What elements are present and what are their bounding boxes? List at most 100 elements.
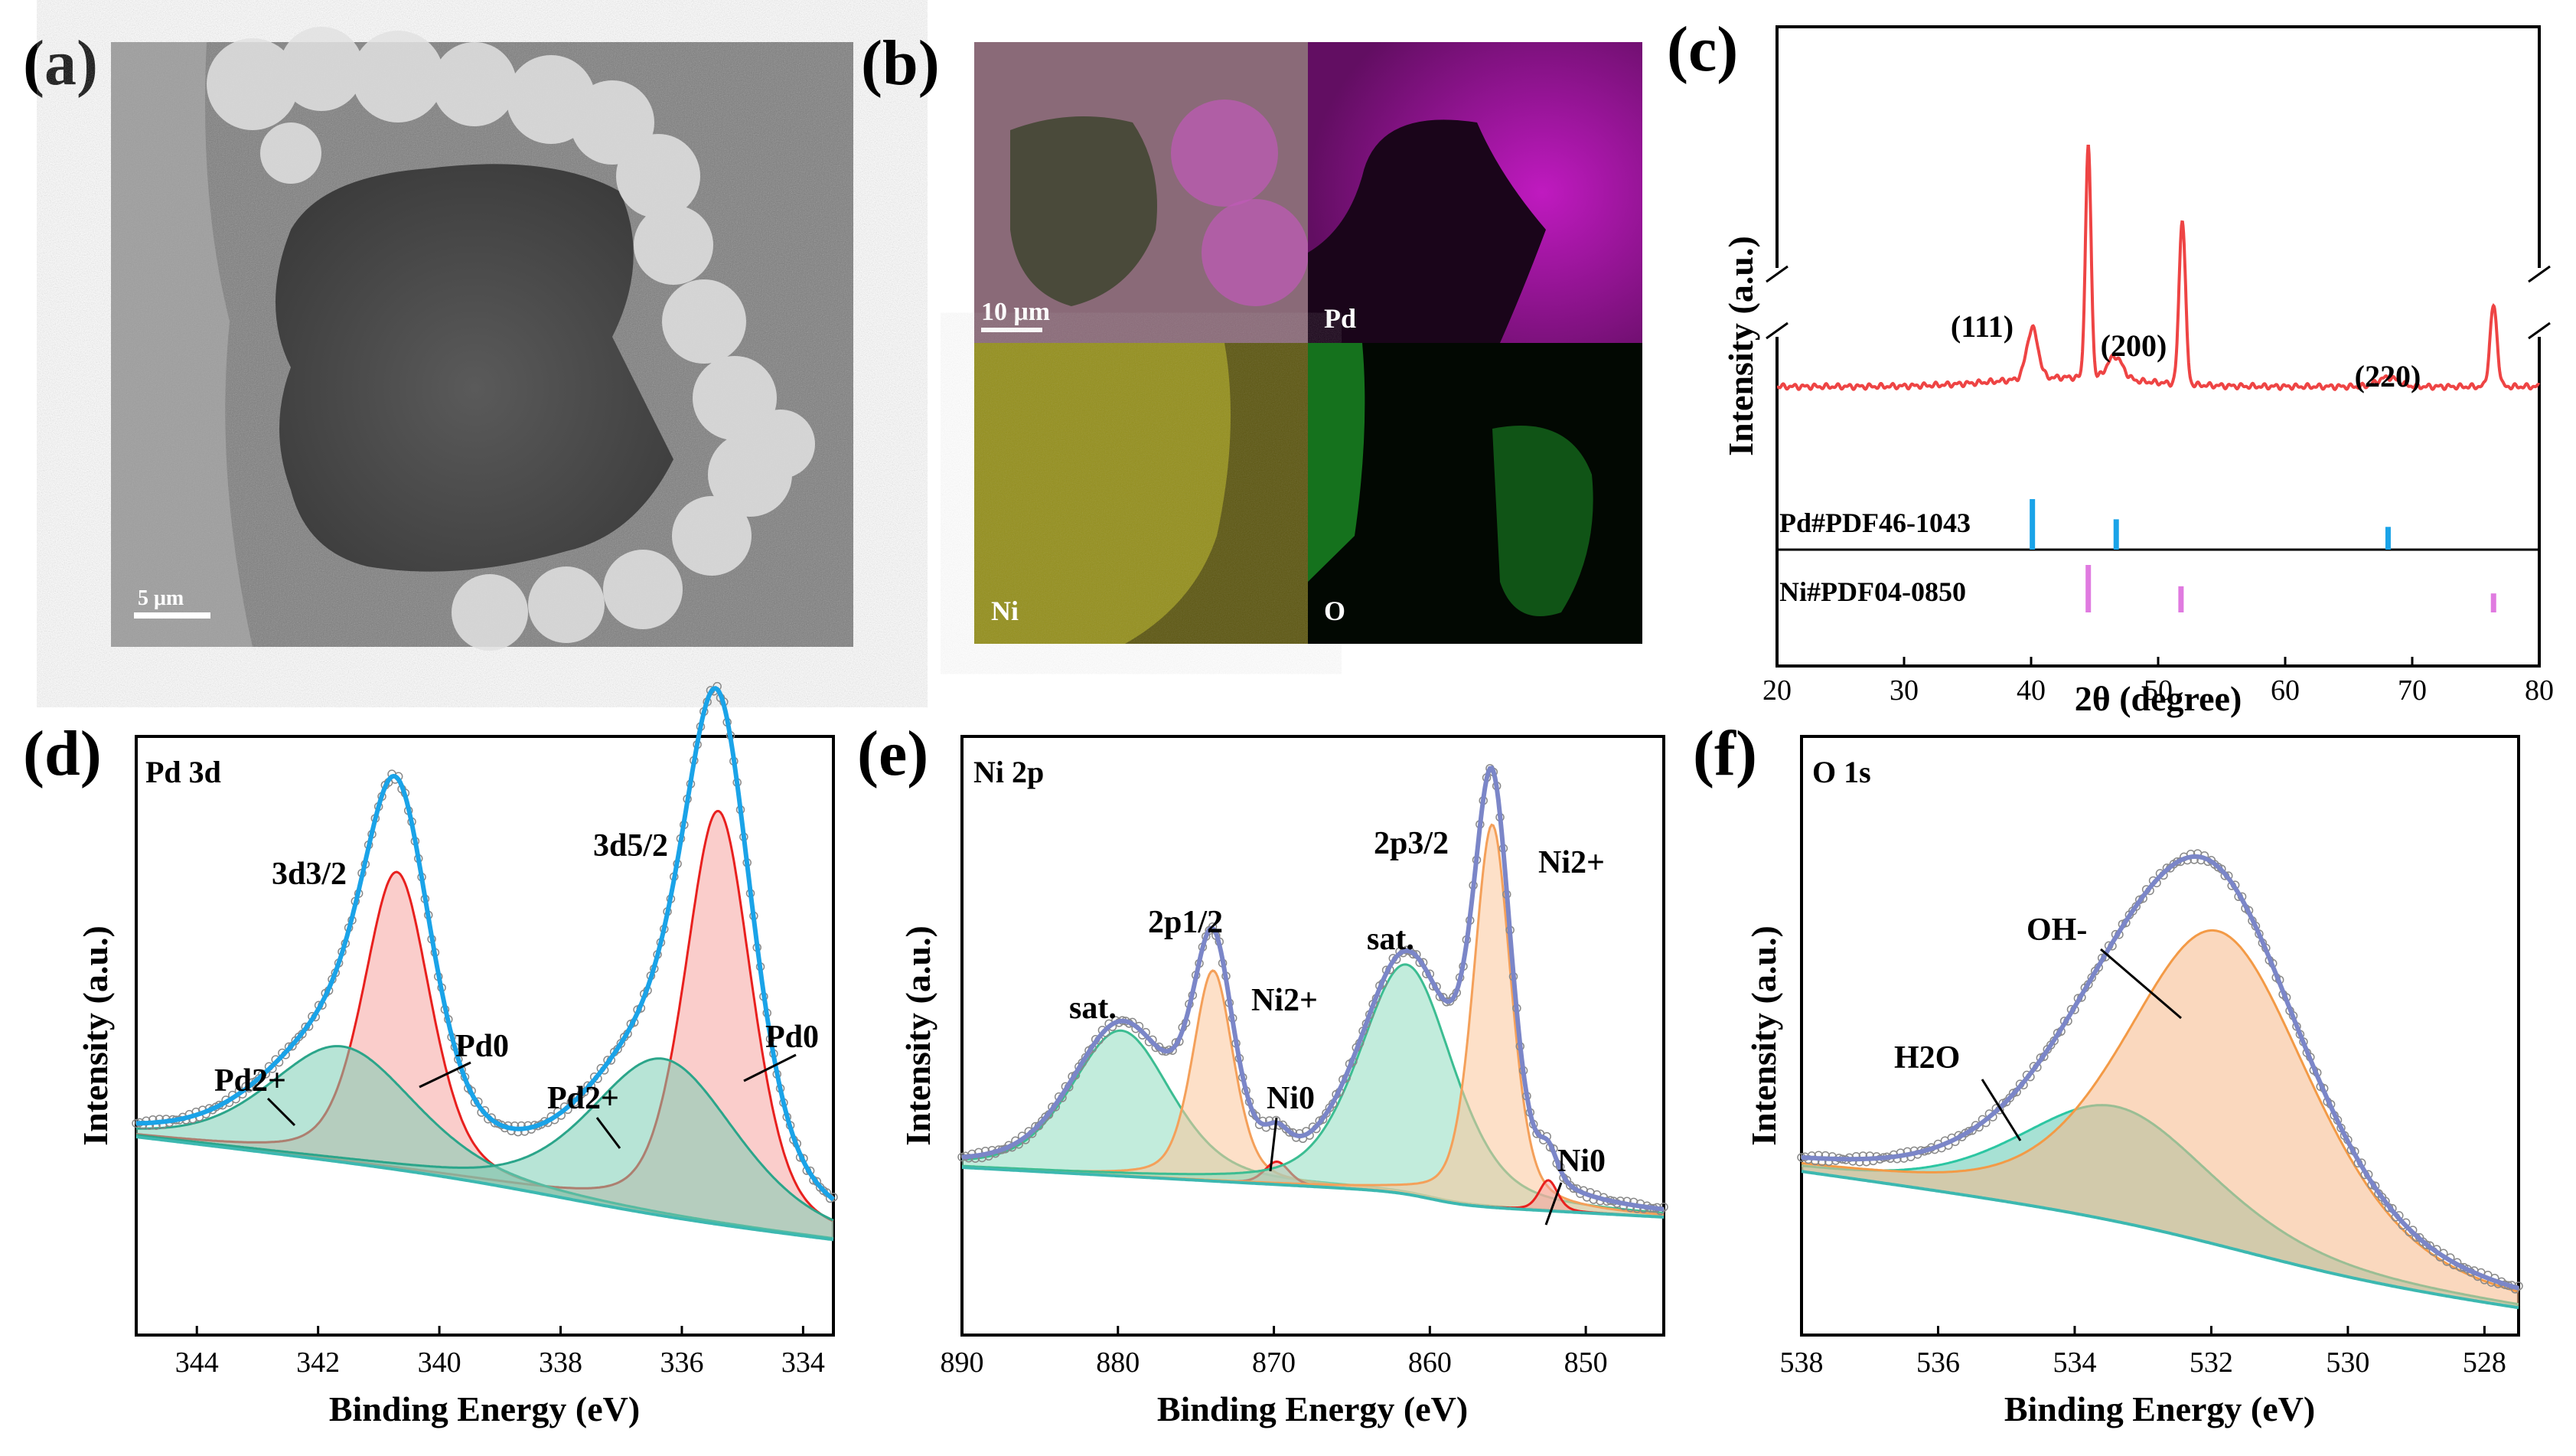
sem-image: 5 μm xyxy=(111,27,853,651)
x-tick-label: 532 xyxy=(2190,1347,2233,1379)
x-tick-label: 538 xyxy=(1780,1347,1824,1379)
annotation-3d32: 3d3/2 xyxy=(272,857,347,892)
x-tick-label: 530 xyxy=(2326,1347,2369,1379)
scale-bar-label-a: 5 μm xyxy=(138,586,184,610)
x-tick-label: 860 xyxy=(1408,1347,1452,1379)
background-line xyxy=(135,1135,834,1242)
component-fill xyxy=(136,1058,833,1240)
xrd-y-axis-label: Intensity (a.u.) xyxy=(1721,236,1760,456)
o1s-x-axis-label: Binding Energy (eV) xyxy=(2004,1389,2315,1428)
eds-ni-map: Ni xyxy=(974,343,1308,644)
panel-d: (d) Pd 3d 344 342 340 338 336 334 Binding Ene… xyxy=(23,681,838,1428)
x-tick-label: 80 xyxy=(2525,674,2554,707)
scale-bar-label-b: 10 μm xyxy=(981,298,1050,326)
annotation-2p12: 2p1/2 xyxy=(1148,905,1223,940)
x-tick-label: 870 xyxy=(1252,1347,1296,1379)
x-tick-label: 536 xyxy=(1916,1347,1960,1379)
sem-dark-region xyxy=(276,164,673,572)
reference-label-ni: Ni#PDF04-0850 xyxy=(1779,576,1966,607)
eds-o-map: O xyxy=(1308,343,1642,644)
xrd-pattern-line xyxy=(1776,145,2541,392)
annotation-oh: OH- xyxy=(2027,912,2087,948)
ni2p-annotations: sat. 2p1/2 Ni2+ Ni0 sat. 2p3/2 Ni2+ Ni0 xyxy=(1069,826,1606,1179)
eds-label-pd: Pd xyxy=(1324,303,1356,334)
scale-bar-b xyxy=(981,328,1042,332)
component-fill xyxy=(962,824,1664,1217)
annotation-ni0-2: Ni0 xyxy=(1557,1144,1606,1179)
eds-pd-map: Pd xyxy=(1308,42,1642,343)
background-line xyxy=(1801,1170,2519,1310)
annotation-3d52: 3d5/2 xyxy=(593,828,668,863)
annotation-ni2-1: Ni2+ xyxy=(1251,983,1318,1018)
panel-label-d: (d) xyxy=(23,718,102,789)
component-fill xyxy=(136,1046,833,1240)
envelope-line xyxy=(1801,854,2519,1291)
sem-dendrites xyxy=(207,27,815,651)
x-tick-label: 528 xyxy=(2463,1347,2506,1379)
annotation-sat-2: sat. xyxy=(1367,922,1414,957)
ni2p-spectrum xyxy=(957,764,1668,1219)
ni2p-x-axis-label: Binding Energy (eV) xyxy=(1157,1389,1468,1428)
o1s-spectrum xyxy=(1797,849,2523,1310)
x-tick-label: 890 xyxy=(941,1347,984,1379)
panel-label-c: (c) xyxy=(1667,14,1738,85)
peak-label-200: (200) xyxy=(2101,328,2167,363)
annotation-pd2-1: Pd2+ xyxy=(214,1063,286,1099)
o1s-y-axis-label: Intensity (a.u.) xyxy=(1744,926,1783,1146)
eds-label-ni: Ni xyxy=(991,596,1019,626)
x-tick-label: 40 xyxy=(2017,674,2046,707)
ni2p-plot-frame xyxy=(960,735,1665,1337)
o1s-plot-frame xyxy=(1800,735,2520,1337)
component-fill xyxy=(1802,930,2519,1308)
ni2p-arrows xyxy=(1269,1117,1563,1226)
panel-label-e: (e) xyxy=(857,718,928,789)
x-tick-label: 338 xyxy=(539,1347,582,1379)
pd3d-annotations: 3d3/2 3d5/2 Pd0 Pd0 Pd2+ Pd2+ xyxy=(214,828,819,1116)
x-tick-label: 50 xyxy=(2144,674,2173,707)
panel-label-a: (a) xyxy=(23,28,98,99)
scale-bar-a xyxy=(134,612,210,619)
envelope-line xyxy=(961,766,1665,1212)
x-tick-label: 334 xyxy=(781,1347,825,1379)
panel-b: (b) 10 μm Pd Ni O xyxy=(861,28,1642,644)
envelope-line xyxy=(135,686,835,1202)
xrd-reference-sticks xyxy=(2030,499,2496,612)
o1s-annotations: OH- H2O xyxy=(1894,912,2087,1076)
o1s-arrows xyxy=(1981,948,2182,1141)
panel-label-f: (f) xyxy=(1693,718,1757,789)
x-tick-label: 344 xyxy=(175,1347,219,1379)
panel-label-b: (b) xyxy=(861,28,940,99)
eds-overlay-map: 10 μm xyxy=(974,42,1309,343)
annotation-pd0-1: Pd0 xyxy=(455,1029,509,1064)
x-tick-label: 340 xyxy=(418,1347,461,1379)
x-tick-label: 30 xyxy=(1890,674,1919,707)
annotation-pd0-2: Pd0 xyxy=(765,1020,819,1055)
xrd-x-axis-label: 2θ (degree) xyxy=(2075,679,2242,718)
pd3d-spectrum xyxy=(132,681,838,1242)
pd3d-arrows xyxy=(266,1053,797,1149)
xrd-x-ticks: 20 30 40 50 60 70 80 xyxy=(1762,657,2554,707)
background-line xyxy=(961,1166,1665,1219)
panel-c: (c) Pd#PDF46-1043 Ni#PDF04-0850 (111) (2… xyxy=(1667,14,2554,718)
x-tick-label: 336 xyxy=(660,1347,703,1379)
eds-label-o: O xyxy=(1324,596,1345,626)
panel-e: (e) Ni 2p 890 880 870 860 850 Binding Energy… xyxy=(857,718,1668,1428)
ni2p-y-axis-label: Intensity (a.u.) xyxy=(898,926,937,1146)
pd3d-plot-frame xyxy=(135,735,835,1337)
peak-label-220: (220) xyxy=(2355,359,2421,393)
x-tick-label: 850 xyxy=(1564,1347,1608,1379)
annotation-2p32: 2p3/2 xyxy=(1374,826,1449,861)
pd3d-x-ticks: 344 342 340 338 336 334 xyxy=(175,1326,825,1379)
peak-label-111: (111) xyxy=(1951,309,2014,344)
x-tick-label: 20 xyxy=(1762,674,1792,707)
ni2p-title: Ni 2p xyxy=(973,755,1044,789)
x-tick-label: 70 xyxy=(2398,674,2427,707)
pd3d-y-axis-label: Intensity (a.u.) xyxy=(76,926,115,1146)
x-tick-label: 342 xyxy=(296,1347,340,1379)
xrd-axis-breaks xyxy=(1766,265,2551,340)
panel-f: (f) O 1s 538 536 534 532 530 528 Binding Ener… xyxy=(1693,718,2523,1428)
component-line xyxy=(135,1057,834,1222)
ni2p-x-ticks: 890 880 870 860 850 xyxy=(941,1326,1608,1379)
panel-a: (a) 5 μm xyxy=(23,27,853,651)
